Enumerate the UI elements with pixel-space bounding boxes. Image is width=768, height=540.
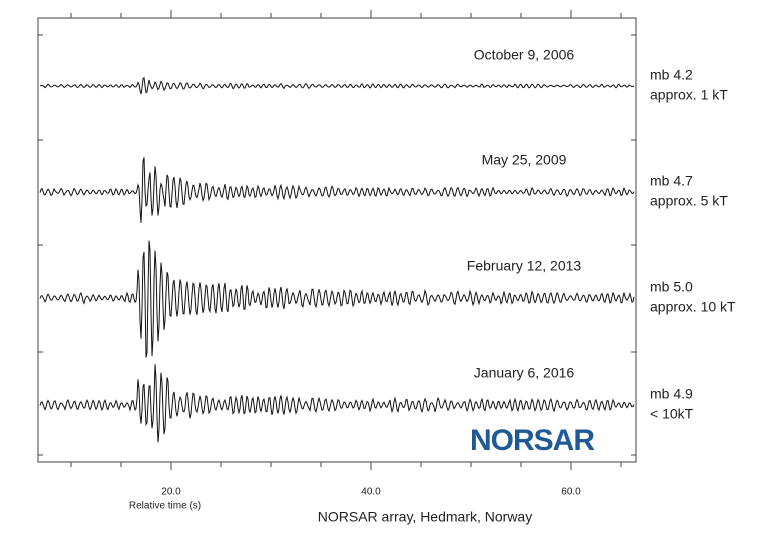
- yield: approx. 5 kT: [650, 193, 728, 209]
- event-date: October 9, 2006: [474, 47, 575, 63]
- waveform: [39, 364, 635, 443]
- event-date: February 12, 2013: [467, 258, 582, 274]
- x-tick-label: 60.0: [561, 487, 581, 498]
- waveform: [39, 76, 635, 95]
- event-date: May 25, 2009: [482, 152, 567, 168]
- yield: < 10kT: [650, 406, 694, 422]
- magnitude: mb 5.0: [650, 279, 693, 295]
- logo: NORSAR: [470, 424, 595, 457]
- event-date: January 6, 2016: [474, 365, 575, 381]
- x-axis-label: Relative time (s): [129, 501, 201, 512]
- magnitude: mb 4.2: [650, 67, 693, 83]
- x-tick-label: 40.0: [361, 487, 381, 498]
- caption: NORSAR array, Hedmark, Norway: [318, 509, 532, 525]
- yield: approx. 10 kT: [650, 299, 736, 315]
- x-tick-label: 20.0: [161, 487, 181, 498]
- yield: approx. 1 kT: [650, 87, 728, 103]
- magnitude: mb 4.7: [650, 173, 693, 189]
- waveform: [39, 157, 635, 223]
- waveform: [39, 240, 635, 358]
- plot-frame: [37, 17, 637, 463]
- magnitude: mb 4.9: [650, 386, 693, 402]
